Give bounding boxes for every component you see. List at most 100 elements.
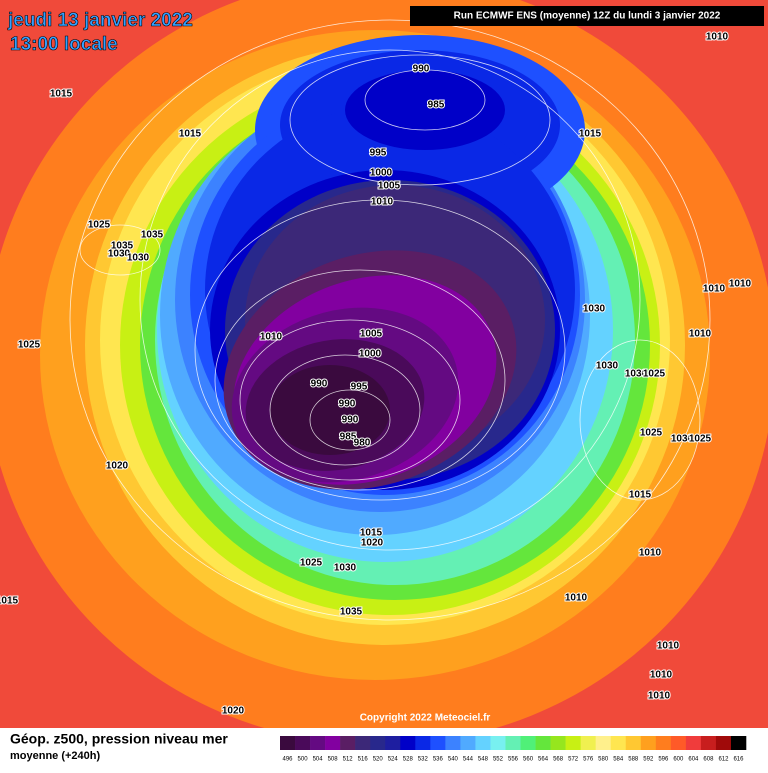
- colorbar-label: 524: [388, 757, 399, 763]
- isobar-label: 1010: [689, 329, 712, 340]
- isobar-label: 1035: [111, 241, 134, 252]
- colorbar-label: 496: [283, 757, 294, 763]
- footer-title: Géop. z500, pression niveau mer: [10, 731, 228, 747]
- isobar-label: 1015: [50, 89, 73, 100]
- colorbar-swatch: [595, 736, 612, 750]
- colorbar-label: 532: [418, 757, 429, 763]
- isobar-label: 1010: [729, 279, 752, 290]
- colorbar-label: 568: [553, 757, 564, 763]
- colorbar-swatch: [640, 736, 657, 750]
- isobar-label: 1025: [88, 220, 111, 231]
- isobar-label: 990: [413, 64, 430, 75]
- colorbar-label: 520: [373, 757, 384, 763]
- isobar-label: 1030: [583, 304, 606, 315]
- copyright: Copyright 2022 Meteociel.fr: [360, 713, 491, 724]
- footer-subtitle: moyenne (+240h): [10, 750, 101, 762]
- colorbar-label: 604: [688, 757, 699, 763]
- time-title: 13:00 locale: [10, 34, 118, 55]
- isobar-label: 1010: [639, 548, 662, 559]
- isobar-label: 980: [354, 438, 371, 449]
- colorbar-swatch: [685, 736, 702, 750]
- isobar-label: 1020: [222, 706, 245, 717]
- colorbar-swatch: [430, 736, 446, 750]
- colorbar-swatch: [280, 736, 296, 750]
- colorbar-swatch: [310, 736, 326, 750]
- isobar-label: 1000: [359, 349, 382, 360]
- colorbar-swatch: [370, 736, 386, 750]
- isobar-label: 1015: [579, 129, 602, 140]
- colorbar-swatch: [460, 736, 476, 750]
- colorbar-label: 552: [493, 757, 504, 763]
- colorbar-label: 588: [628, 757, 639, 763]
- isobar-label: 1020: [106, 461, 129, 472]
- colorbar-label: 564: [538, 757, 549, 763]
- colorbar-swatch: [715, 736, 732, 750]
- colorbar-swatch: [340, 736, 356, 750]
- colorbar-swatch: [535, 736, 551, 750]
- colorbar-label: 548: [478, 757, 489, 763]
- colorbar-swatch: [490, 736, 506, 750]
- colorbar-swatch: [400, 736, 416, 750]
- isobar-label: 1035: [141, 230, 164, 241]
- isobar-label: 1015: [179, 129, 202, 140]
- isobar-label: 990: [339, 399, 356, 410]
- run-info: Run ECMWF ENS (moyenne) 12Z du lundi 3 j…: [454, 11, 721, 22]
- colorbar-swatch: [415, 736, 431, 750]
- isobar-label: 1030: [671, 434, 694, 445]
- colorbar-label: 504: [313, 757, 324, 763]
- colorbar-label: 572: [568, 757, 579, 763]
- colorbar-swatch: [445, 736, 461, 750]
- colorbar-swatch: [610, 736, 627, 750]
- colorbar-label: 580: [598, 757, 609, 763]
- colorbar-swatch: [625, 736, 642, 750]
- colorbar-label: 500: [298, 757, 309, 763]
- isobar-label: 1025: [300, 558, 323, 569]
- run-box: [410, 6, 764, 26]
- colorbar-label: 596: [658, 757, 669, 763]
- isobar-label: 1030: [334, 563, 357, 574]
- date-title: jeudi 13 janvier 2022: [7, 10, 193, 31]
- isobar-label: 1005: [378, 181, 401, 192]
- colorbar-label: 512: [343, 757, 354, 763]
- isobar-label: 1020: [361, 538, 384, 549]
- colorbar-label: 528: [403, 757, 414, 763]
- colorbar-swatch: [475, 736, 491, 750]
- colorbar-swatch: [385, 736, 401, 750]
- colorbar-label: 516: [358, 757, 369, 763]
- isobar-label: 1025: [689, 434, 712, 445]
- colorbar-label: 612: [718, 757, 729, 763]
- isobar-label: 1000: [370, 168, 393, 179]
- colorbar-label: 600: [673, 757, 684, 763]
- colorbar-label: 608: [703, 757, 714, 763]
- colorbar-label: 544: [463, 757, 474, 763]
- isobar-label: 1030: [108, 249, 131, 260]
- colorbar-label: 576: [583, 757, 594, 763]
- geopotential-field: [0, 0, 768, 745]
- isobar-label: 1010: [703, 284, 726, 295]
- isobar-label: 1010: [657, 641, 680, 652]
- isobar-label: 1015: [0, 596, 19, 607]
- isobar-label: 1010: [706, 32, 729, 43]
- isobar-label: 995: [370, 148, 387, 159]
- colorbar: 496 500 504 508 512 516 520 524 528 532 536 540 544 5…: [280, 736, 747, 763]
- colorbar-label: 560: [523, 757, 534, 763]
- colorbar-label: 584: [613, 757, 624, 763]
- isobar-label: 990: [342, 415, 359, 426]
- colorbar-label: 616: [733, 757, 744, 763]
- isobar-label: 990: [311, 379, 328, 390]
- colorbar-label: 592: [643, 757, 654, 763]
- isobars: [69, 19, 711, 621]
- isobar-label: 1010: [260, 332, 283, 343]
- colorbar-swatch: [565, 736, 581, 750]
- isobar-label: 1015: [629, 490, 652, 501]
- isobar-label: 1010: [648, 691, 671, 702]
- isobar-label: 1010: [650, 670, 673, 681]
- isobar-labels: 1010 990 985 1015 1015 1015 995 1000 1005 1010 102…: [0, 31, 753, 718]
- colorbar-swatch: [550, 736, 566, 750]
- isobar-label: 985: [428, 100, 445, 111]
- colorbar-swatch: [505, 736, 521, 750]
- colorbar-swatch: [655, 736, 672, 750]
- isobar-label: 1005: [360, 329, 383, 340]
- colorbar-swatch: [670, 736, 687, 750]
- isobar-label: 1030: [127, 253, 150, 264]
